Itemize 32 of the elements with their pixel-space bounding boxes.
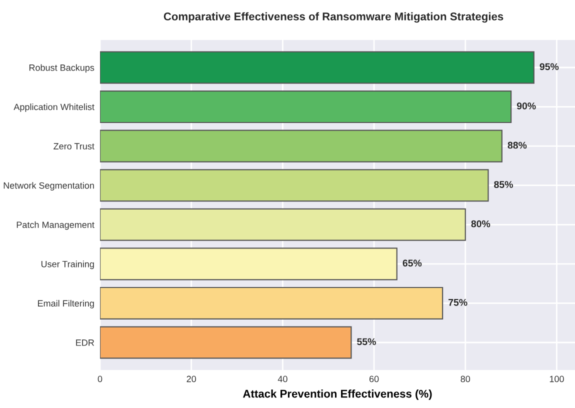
bar <box>100 51 534 84</box>
bar <box>100 90 512 124</box>
y-tick-label: Patch Management <box>16 221 94 230</box>
bar <box>100 286 444 320</box>
bar <box>100 169 489 202</box>
chart-title: Comparative Effectiveness of Ransomware Mitigation Strategies <box>164 12 504 23</box>
bar <box>100 248 398 280</box>
x-tick-label: 80 <box>460 376 470 382</box>
data-label: 80% <box>471 220 490 228</box>
x-axis-title: Attack Prevention Effectiveness (%) <box>243 390 432 400</box>
y-tick-label: Robust Backups <box>29 64 94 73</box>
y-tick-label: EDR <box>76 340 94 346</box>
bar <box>100 326 352 359</box>
data-label: 90% <box>516 102 536 110</box>
data-label: 85% <box>494 181 513 188</box>
data-label: 88% <box>508 142 527 149</box>
x-tick-label: 40 <box>278 376 288 382</box>
y-tick-label: Zero Trust <box>54 143 94 150</box>
x-tick-label: 60 <box>369 376 379 382</box>
data-label: 95% <box>540 63 559 70</box>
y-tick-label: Application Whitelist <box>14 104 94 112</box>
y-tick-label: User Training <box>41 260 94 270</box>
y-tick-label: Network Segmentation <box>4 182 94 190</box>
bar <box>100 130 502 162</box>
x-tick-label: 0 <box>98 376 102 382</box>
y-tick-label: Email Filtering <box>38 300 94 308</box>
bar <box>100 208 466 241</box>
x-tick-label: 100 <box>550 376 564 382</box>
data-label: 75% <box>448 298 468 306</box>
data-label: 55% <box>357 338 376 346</box>
data-label: 65% <box>402 260 422 267</box>
x-tick-label: 20 <box>186 376 196 382</box>
